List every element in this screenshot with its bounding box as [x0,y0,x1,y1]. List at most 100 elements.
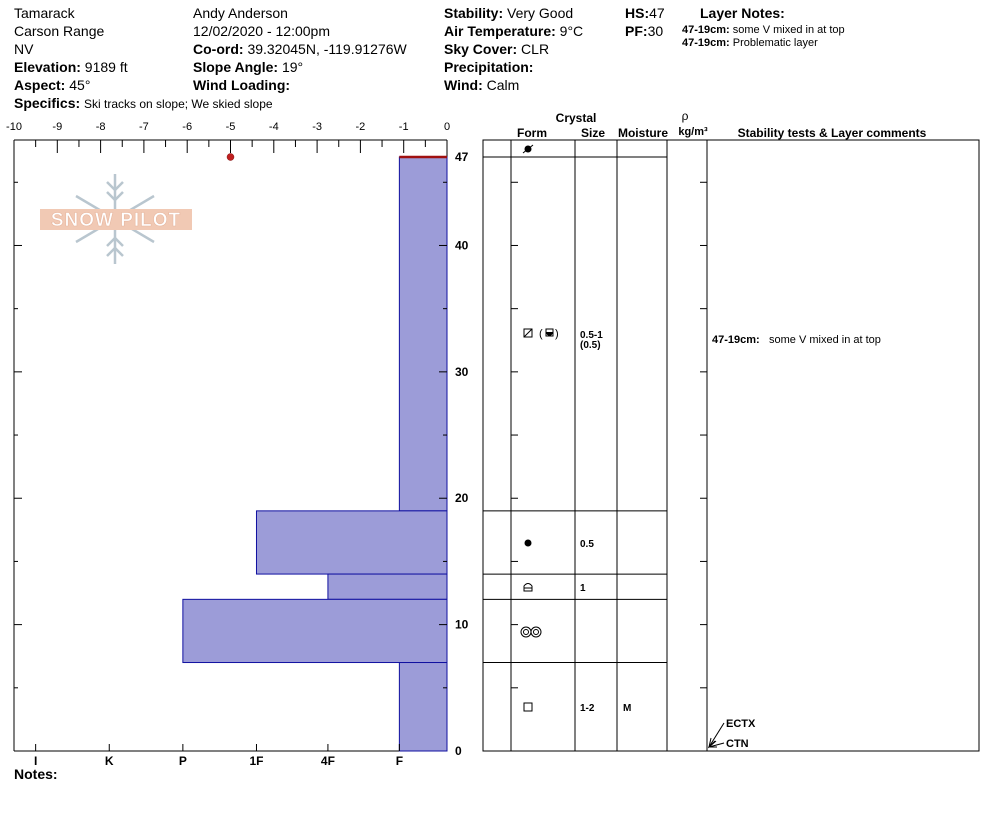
layer-note-1: 47-19cm: some V mixed in at top [682,24,845,37]
layer-notes-title: Layer Notes: [700,5,785,21]
depth-tick-label: 30 [455,365,469,379]
wind-field: Wind: Calm [444,76,519,94]
sky-cover-label: Sky Cover: [444,41,518,57]
depth-axis: 0 10 20 30 40 47 [14,150,469,758]
hardness-tick-label: 4F [321,754,335,768]
hardness-tick-label: 1F [249,754,263,768]
layer-note-2: 47-19cm: Problematic layer [682,37,818,50]
temperature-tick-label: -9 [52,121,62,133]
comments-header: Stability tests & Layer comments [738,126,927,140]
mountain-range: Carson Range [14,23,105,39]
moisture-header: Moisture [618,126,668,140]
location-name: Tamarack [14,5,75,21]
hs-field: HS:47 [625,4,665,22]
logo-text: SNOW PILOT [51,210,181,231]
wind-loading-label: Wind Loading: [193,77,291,93]
hardness-bar [398,156,448,512]
temperature-tick-label: -10 [6,121,22,133]
faceted-icon [523,702,533,712]
temperature-tick-label: -7 [139,121,149,133]
notes-label: Notes: [14,766,58,782]
pf-field: PF:30 [625,22,663,40]
layer-table-rows [483,156,667,664]
stability-label: Stability: [444,5,504,21]
slope-value: 19° [281,59,304,75]
form-header: Form [517,126,547,140]
hardness-bar [398,662,448,752]
specifics-field: Specifics: Ski tracks on slope; We skied… [14,94,273,113]
hardness-bar [255,510,448,575]
coord-value: 39.32045N, -119.91276W [247,41,407,57]
layer-note-text: Problematic layer [732,37,818,49]
temperature-tick-label: -4 [269,121,279,133]
depth-hoar-icon [523,583,533,592]
faceted-rounded-icon: ( ) [523,328,559,340]
hardness-bar [327,573,448,600]
sky-cover-field: Sky Cover: CLR [444,40,549,58]
wind-label: Wind: [444,77,483,93]
temperature-tick-label: -6 [182,121,192,133]
notes-field: Notes: [14,765,58,783]
specifics-value: Ski tracks on slope; We skied slope [84,97,273,111]
layer-note-range: 47-19cm: [682,37,730,49]
temperature-axis: -10 -9 -8 -7 -6 -5 -4 -3 -2 -1 0 [6,121,450,153]
hardness-bar [182,598,448,664]
layer-note-text: some V mixed in at top [732,24,845,36]
crystal-header: Crystal [556,111,597,125]
layer-comment-range: 47-19cm: [712,334,760,346]
layer-table [482,139,980,752]
coord-field: Co-ord: 39.32045N, -119.91276W [193,40,407,58]
temperature-tick-label: -1 [399,121,409,133]
elevation-field: Elevation: 9189 ft [14,58,128,76]
size-value-secondary: (0.5) [580,340,601,351]
pf-value: 30 [647,23,664,39]
layer-comment-text: some V mixed in at top [769,334,881,346]
size-value: 1-2 [580,703,595,714]
temperature-point [226,153,235,161]
aspect-label: Aspect: [14,77,66,93]
hardness-bars [182,155,448,752]
svg-text:(: ( [539,328,543,340]
air-temp-field: Air Temperature: 9°C [444,22,583,40]
depth-tick-label: 0 [455,744,462,758]
wind-value: Calm [486,77,520,93]
air-temp-label: Air Temperature: [444,23,556,39]
sky-cover-value: CLR [521,41,550,57]
air-temp-value: 9°C [559,23,584,39]
depth-tick-label: 10 [455,618,469,632]
depth-tick-label: 47 [455,150,469,164]
depth-tick-label: 40 [455,238,469,252]
state: NV [14,41,34,57]
temperature-tick-label: -8 [96,121,106,133]
stability-field: Stability: Very Good [444,4,573,22]
density-header: kg/m³ [678,126,708,138]
temperature-tick-label: -3 [312,121,322,133]
specifics-label: Specifics: [14,95,81,111]
layer-table-ticks [511,181,707,689]
surface-hoar-icon [522,144,534,154]
stability-value: Very Good [507,5,574,21]
rho-header: ρ [682,109,689,123]
size-value: 0.5 [580,539,594,550]
size-value: 1 [580,583,586,594]
layer-note-range: 47-19cm: [682,24,730,36]
size-value: 0.5-1 [580,330,603,341]
graupel-icon [524,539,532,547]
stability-test-markers [707,722,725,749]
snow-pilot-logo: SNOW PILOT [40,174,192,264]
temperature-tick-label: -5 [226,121,236,133]
hardness-tick-label: K [105,754,114,768]
observer-name: Andy Anderson [193,5,288,21]
melt-form-icon [520,626,542,638]
depth-tick-label: 20 [455,491,469,505]
size-header: Size [581,126,605,140]
stability-test-ctn: CTN [726,738,749,750]
temperature-points [226,153,235,161]
stability-test-ectx: ECTX [726,718,756,730]
temperature-tick-label: -2 [356,121,366,133]
hardness-tick-label: F [396,754,403,768]
slope-field: Slope Angle: 19° [193,58,303,76]
hs-value: 47 [649,5,665,21]
hardness-axis: I K P 1F 4F F [34,744,403,768]
